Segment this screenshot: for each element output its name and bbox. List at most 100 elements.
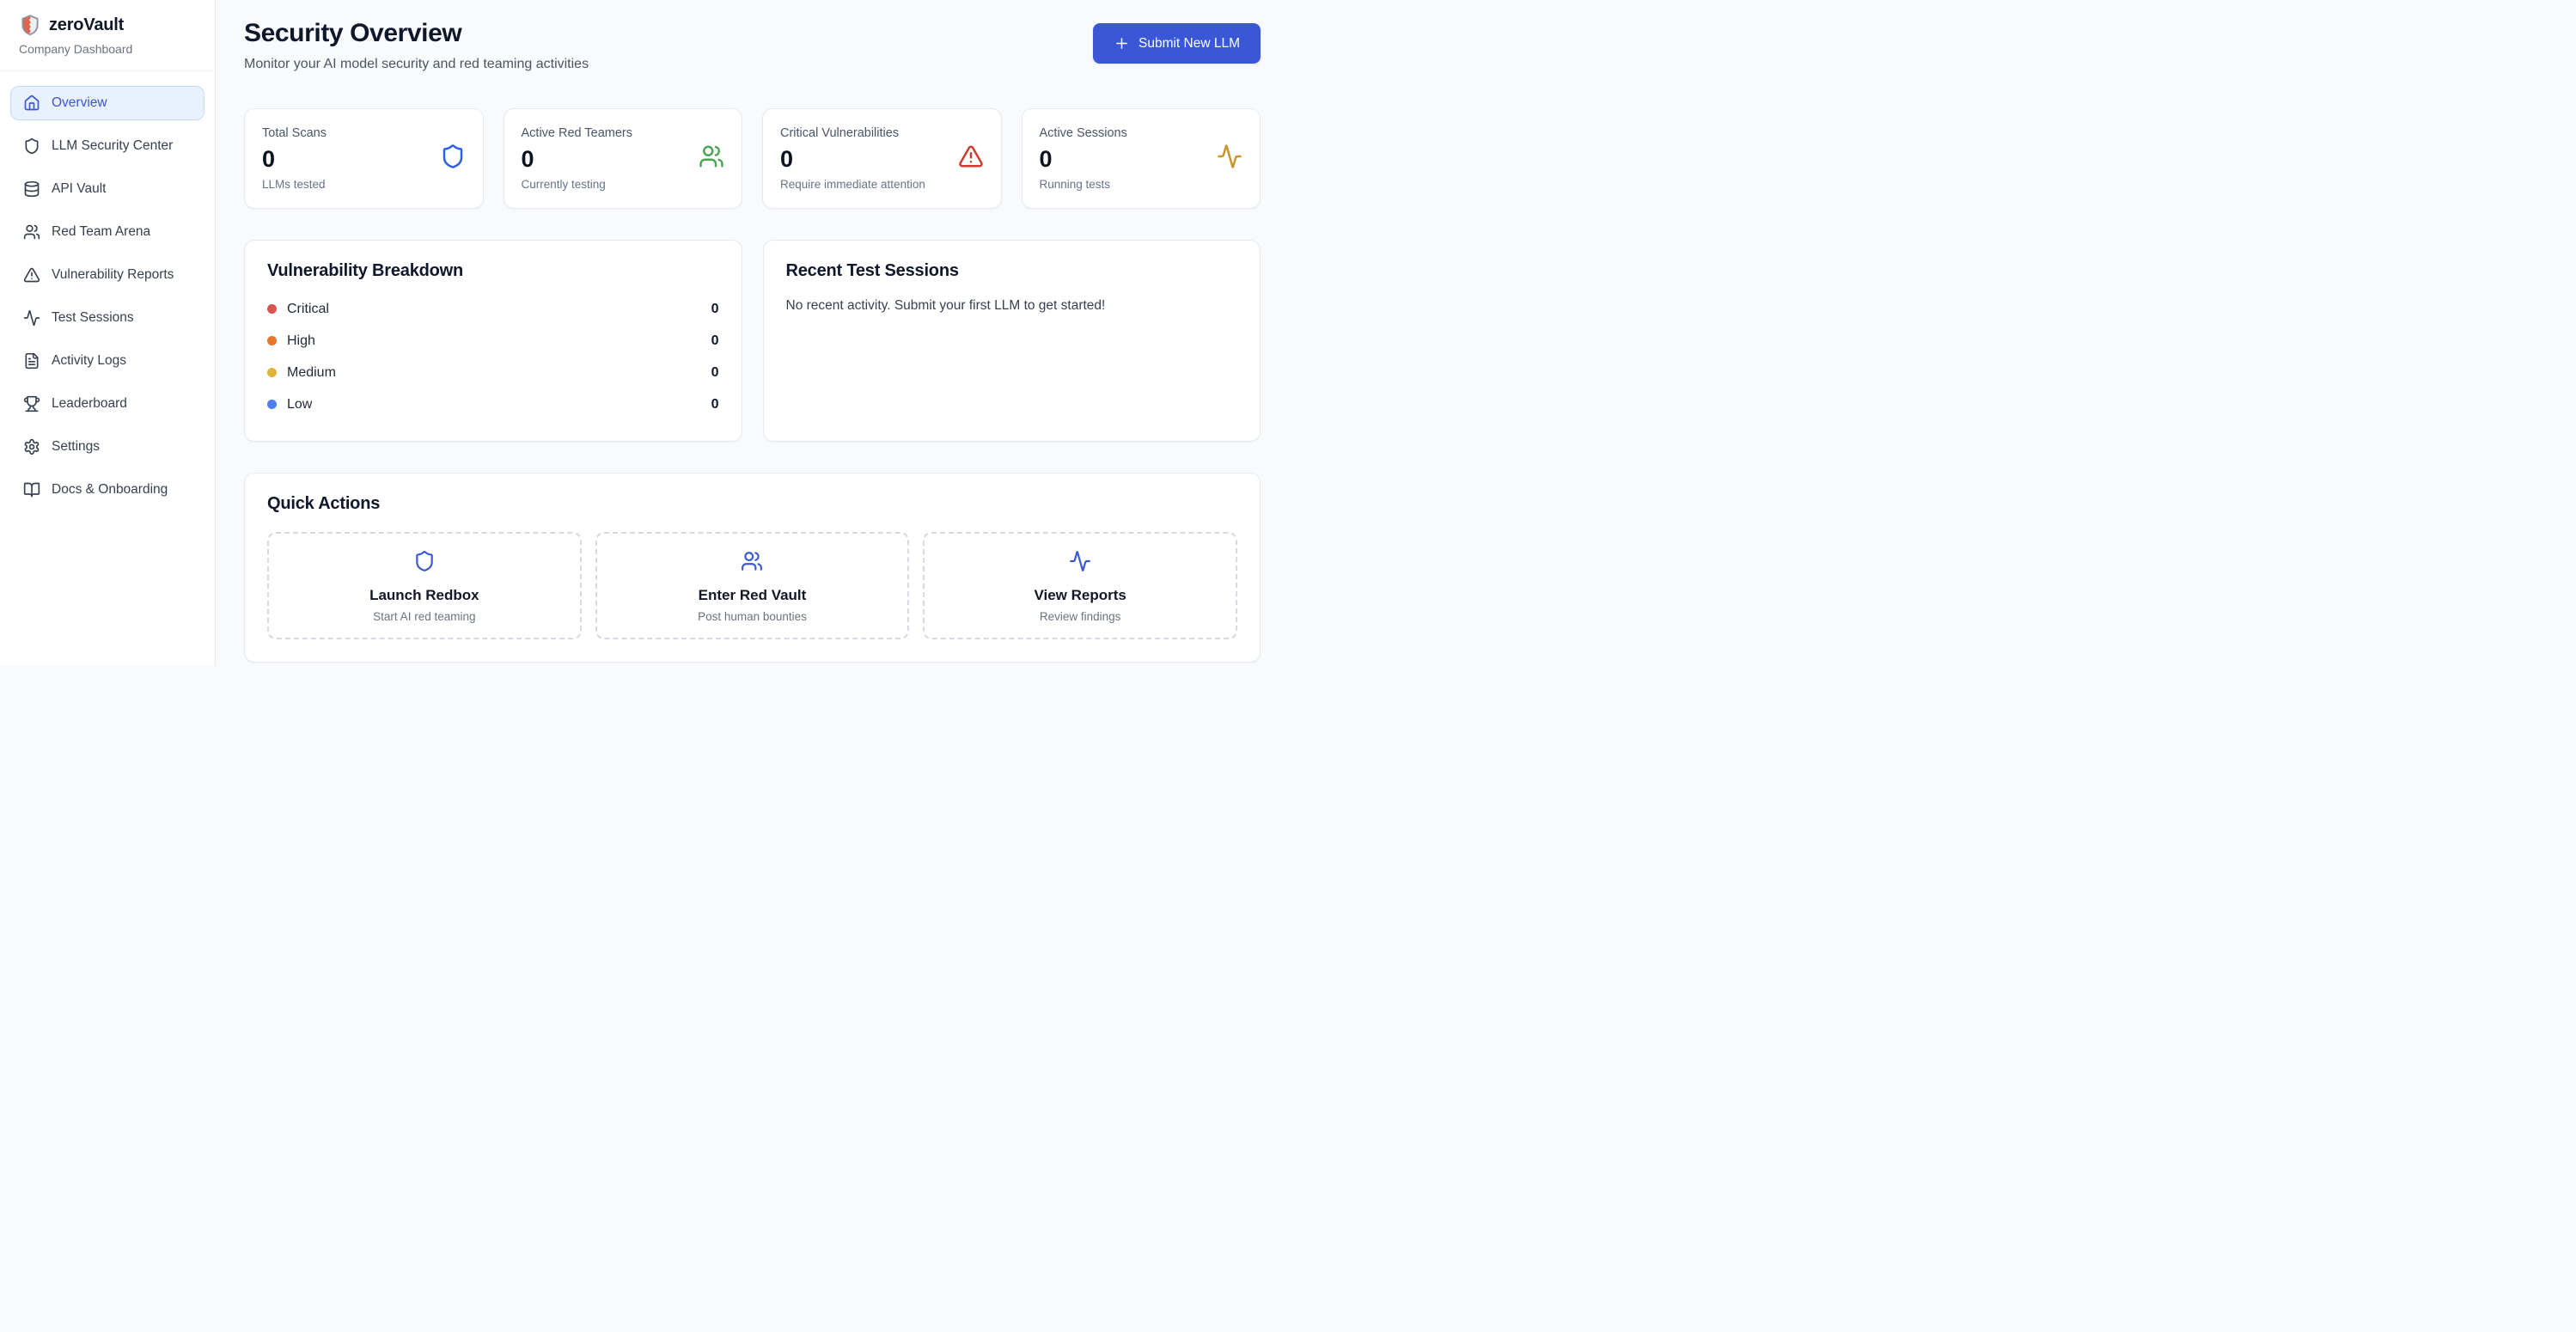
app-window: zeroVault Company Dashboard Overview LLM… <box>0 0 1288 666</box>
sidebar-item-llm-security-center[interactable]: LLM Security Center <box>10 129 204 163</box>
quick-action-view-reports[interactable]: View Reports Review findings <box>923 532 1237 639</box>
quick-action-label: Launch Redbox <box>369 587 479 603</box>
sidebar-item-vulnerability-reports[interactable]: Vulnerability Reports <box>10 258 204 292</box>
quick-action-sub: Post human bounties <box>698 610 807 623</box>
vulnerability-row-low: Low 0 <box>267 388 719 420</box>
plus-icon <box>1116 38 1127 49</box>
stat-label: Active Red Teamers <box>521 126 632 140</box>
quick-action-sub: Review findings <box>1039 610 1121 623</box>
stat-card-total-scans: Total Scans 0 LLMs tested <box>244 108 484 209</box>
activity-icon <box>1070 551 1091 571</box>
stat-label: Critical Vulnerabilities <box>780 126 900 140</box>
quick-action-sub: Start AI red teaming <box>373 610 476 623</box>
sidebar-item-leaderboard[interactable]: Leaderboard <box>10 387 204 421</box>
sidebar-item-label: Overview <box>52 95 107 110</box>
vulnerability-value: 0 <box>711 333 719 348</box>
sidebar-item-label: Vulnerability Reports <box>52 267 174 282</box>
stat-card-critical-vulnerabilities: Critical Vulnerabilities 0 Require immed… <box>762 108 1002 209</box>
vulnerability-value: 0 <box>711 301 719 316</box>
alert-triangle-icon <box>958 145 983 168</box>
stat-sub: Running tests <box>1039 178 1111 191</box>
stat-sub: LLMs tested <box>262 178 326 191</box>
stat-label: Total Scans <box>262 126 327 140</box>
recent-sessions-empty-message: No recent activity. Submit your first LL… <box>785 298 1106 313</box>
quick-action-label: Enter Red Vault <box>698 587 807 603</box>
sidebar-item-label: Settings <box>52 439 101 454</box>
vulnerability-row-critical: Critical 0 <box>267 293 719 325</box>
users-icon <box>23 224 40 240</box>
vulnerability-label: Critical <box>287 301 329 316</box>
stat-sub: Require immediate attention <box>780 178 925 191</box>
vulnerability-list: Critical 0 High 0 Medium 0 <box>267 293 719 420</box>
quick-action-enter-red-vault[interactable]: Enter Red Vault Post human bounties <box>595 532 910 639</box>
shield-icon <box>416 551 433 571</box>
vulnerability-breakdown-card: Vulnerability Breakdown Critical 0 High … <box>244 240 742 442</box>
sidebar-item-test-sessions[interactable]: Test Sessions <box>10 301 204 335</box>
vulnerability-breakdown-title: Vulnerability Breakdown <box>267 261 464 280</box>
quick-actions-grid: Launch Redbox Start AI red teaming Enter… <box>267 532 1237 639</box>
file-text-icon <box>25 352 39 370</box>
sidebar-item-settings[interactable]: Settings <box>10 430 204 464</box>
sidebar-item-label: Docs & Onboarding <box>52 482 168 497</box>
page-title: Security Overview <box>244 19 462 47</box>
alert-triangle-icon <box>23 267 40 283</box>
page-subtitle: Monitor your AI model security and red t… <box>244 57 589 71</box>
high-dot <box>267 336 277 345</box>
brand-shield-logo-icon <box>21 15 39 35</box>
stats-row: Total Scans 0 LLMs tested Active Red Tea… <box>244 108 1261 209</box>
quick-actions-card: Quick Actions Launch Redbox Start AI red… <box>244 473 1261 663</box>
sidebar-item-red-team-arena[interactable]: Red Team Arena <box>10 215 204 249</box>
sidebar-item-activity-logs[interactable]: Activity Logs <box>10 344 204 378</box>
brand-block: zeroVault Company Dashboard <box>0 0 215 71</box>
trophy-icon <box>23 395 40 412</box>
recent-test-sessions-title: Recent Test Sessions <box>785 261 959 280</box>
low-dot <box>267 400 277 409</box>
quick-action-launch-redbox[interactable]: Launch Redbox Start AI red teaming <box>267 532 582 639</box>
stat-value: 0 <box>521 146 534 172</box>
shield-icon <box>443 144 462 168</box>
sidebar-item-label: Test Sessions <box>52 310 134 325</box>
quick-actions-title: Quick Actions <box>267 494 381 513</box>
gear-icon <box>24 438 40 455</box>
stat-sub: Currently testing <box>521 178 606 191</box>
quick-action-label: View Reports <box>1034 587 1126 603</box>
vulnerability-label: Low <box>287 396 313 412</box>
activity-icon <box>23 309 40 327</box>
home-icon <box>24 95 40 111</box>
medium-dot <box>267 368 277 377</box>
shield-icon <box>25 137 39 155</box>
vulnerability-label: Medium <box>287 364 336 380</box>
sidebar-item-label: LLM Security Center <box>52 138 174 153</box>
critical-dot <box>267 304 277 314</box>
middle-row: Vulnerability Breakdown Critical 0 High … <box>244 240 1261 442</box>
vulnerability-value: 0 <box>711 396 719 412</box>
stat-value: 0 <box>262 146 276 172</box>
page-header: Security Overview Monitor your AI model … <box>244 19 1261 74</box>
sidebar-item-label: Activity Logs <box>52 353 127 368</box>
stat-card-active-red-teamers: Active Red Teamers 0 Currently testing <box>503 108 742 209</box>
stat-label: Active Sessions <box>1039 126 1127 140</box>
stat-value: 0 <box>780 146 794 172</box>
sidebar-item-docs-onboarding[interactable]: Docs & Onboarding <box>10 473 204 507</box>
sidebar: zeroVault Company Dashboard Overview LLM… <box>0 0 216 666</box>
sidebar-item-label: Red Team Arena <box>52 224 151 239</box>
sidebar-item-overview[interactable]: Overview <box>10 86 204 120</box>
vulnerability-label: High <box>287 333 315 348</box>
brand-name: zeroVault <box>49 15 125 34</box>
recent-test-sessions-card: Recent Test Sessions No recent activity.… <box>762 240 1261 442</box>
sidebar-item-label: Leaderboard <box>52 396 127 411</box>
vulnerability-row-medium: Medium 0 <box>267 357 719 388</box>
main-content: Security Overview Monitor your AI model … <box>216 0 1288 666</box>
submit-new-llm-label: Submit New LLM <box>1138 35 1240 51</box>
sidebar-item-label: API Vault <box>52 181 107 196</box>
users-icon <box>699 145 723 168</box>
users-icon <box>742 552 763 571</box>
database-icon <box>24 180 40 198</box>
vulnerability-value: 0 <box>711 364 719 380</box>
book-open-icon <box>23 482 40 498</box>
stat-value: 0 <box>1039 146 1053 172</box>
activity-icon <box>1218 144 1242 168</box>
submit-new-llm-button[interactable]: Submit New LLM <box>1092 23 1261 64</box>
sidebar-nav: Overview LLM Security Center API Vault R… <box>0 71 215 530</box>
sidebar-item-api-vault[interactable]: API Vault <box>10 172 204 206</box>
